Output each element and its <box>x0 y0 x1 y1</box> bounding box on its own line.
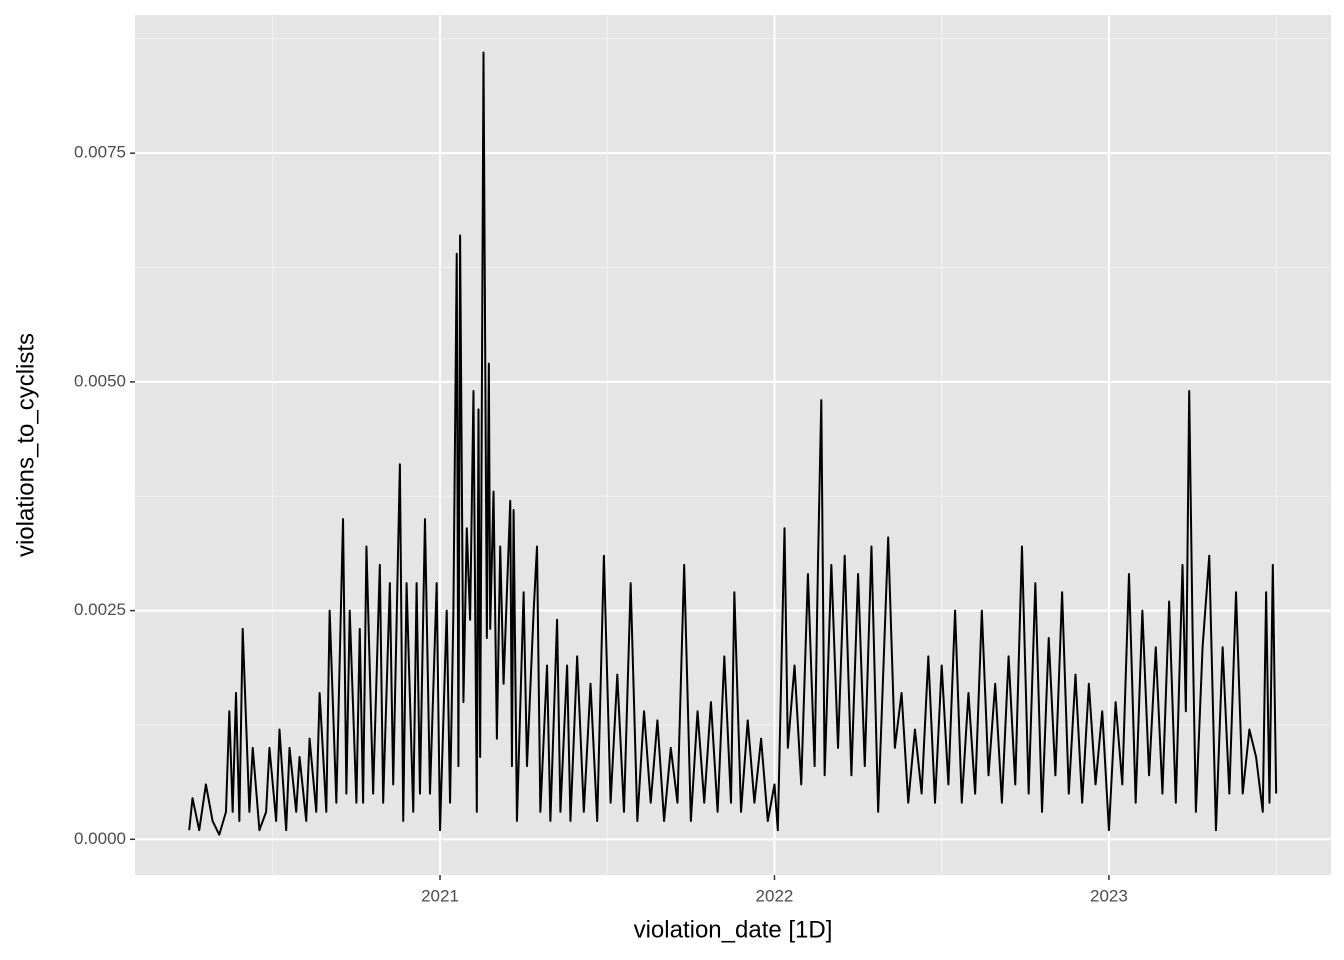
y-tick-label: 0.0025 <box>74 600 126 619</box>
y-tick-label: 0.0075 <box>74 143 126 162</box>
line <box>188 51 1278 836</box>
y-tick-label: 0.0050 <box>74 371 126 390</box>
y-tick-label: 0.0000 <box>74 829 126 848</box>
panel <box>135 15 1331 875</box>
x-tick-label: 2023 <box>1090 886 1128 905</box>
x-axis-title: violation_date [1D] <box>634 916 833 943</box>
grid <box>135 15 1331 875</box>
x-tick-label: 2022 <box>756 886 794 905</box>
plot <box>188 51 1278 836</box>
y-axis-title: violations_to_cyclists <box>12 333 39 557</box>
x-tick-label: 2021 <box>421 886 459 905</box>
